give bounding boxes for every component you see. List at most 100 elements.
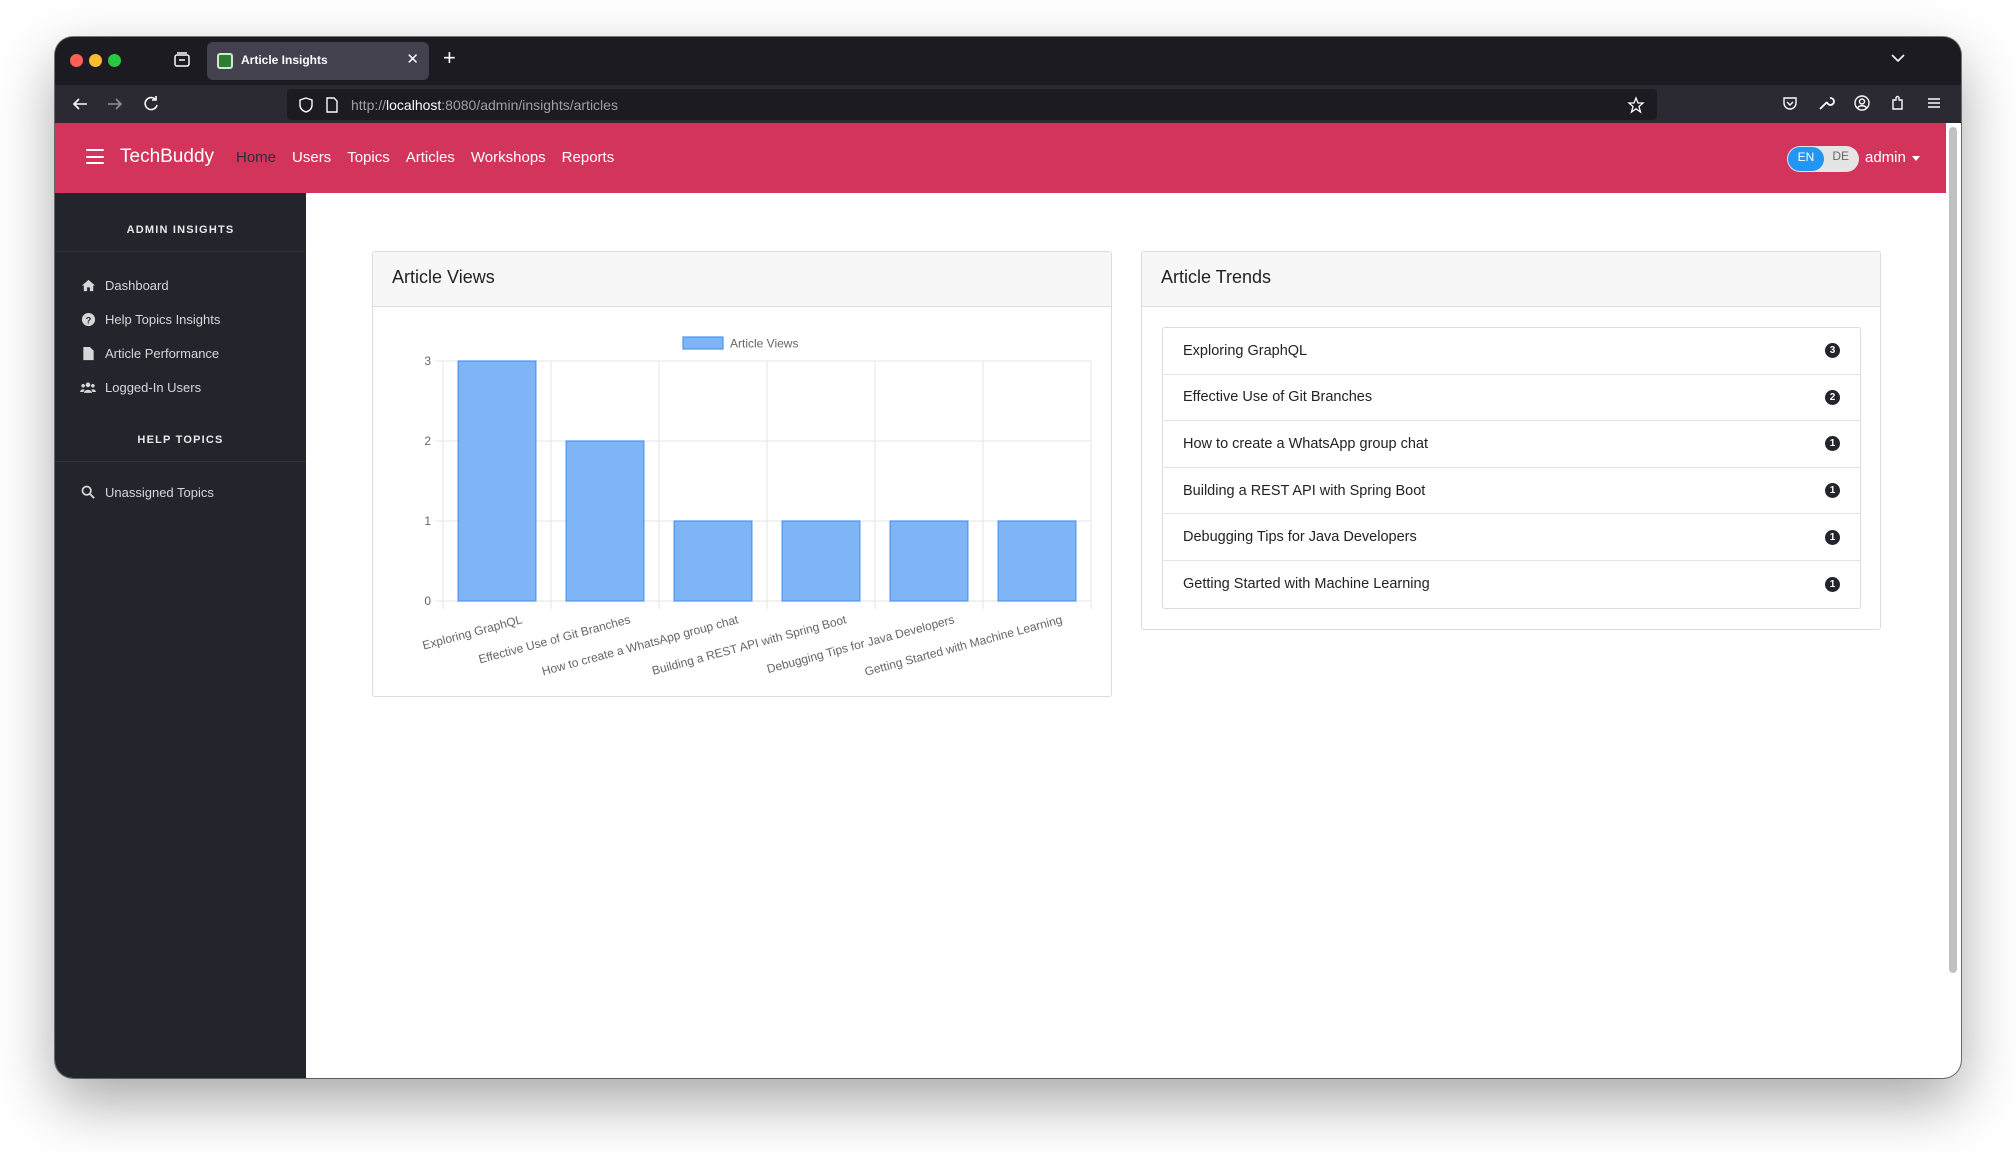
sidebar-section-help-topics: HELP TOPICS — [137, 434, 224, 446]
sidebar: ADMIN INSIGHTS Dashboard ? Help Topics I… — [55, 193, 306, 1078]
page-icon[interactable] — [323, 96, 341, 114]
count-badge: 1 — [1825, 576, 1840, 592]
browser-toolbar: http://localhost:8080/admin/insights/art… — [55, 85, 1961, 123]
nav-home[interactable]: Home — [236, 149, 277, 166]
lang-en-option[interactable]: EN — [1788, 147, 1824, 171]
user-menu[interactable]: admin — [1865, 149, 1920, 166]
trend-title: Exploring GraphQL — [1183, 342, 1308, 359]
tab-close-icon[interactable]: ✕ — [406, 51, 419, 68]
sidebar-item-label: Article Performance — [105, 345, 220, 361]
favicon-icon — [217, 53, 233, 69]
x-tick-label: Building a REST API with Spring Boot — [650, 612, 848, 678]
forward-arrow-icon[interactable] — [104, 93, 126, 115]
nav-reports[interactable]: Reports — [561, 149, 615, 166]
home-icon — [80, 277, 96, 293]
y-tick-label: 3 — [424, 354, 431, 368]
article-views-card: Article Views 0 1 2 3 Exploring GraphQL Effec… — [372, 251, 1112, 697]
bar — [889, 520, 969, 602]
sidebar-item-help-topics-insights[interactable]: ? Help Topics Insights — [80, 309, 220, 329]
trend-title: How to create a WhatsApp group chat — [1183, 435, 1429, 452]
y-tick-label: 1 — [424, 514, 431, 528]
bar — [673, 520, 753, 602]
nav-articles[interactable]: Articles — [405, 149, 455, 166]
bookmark-star-icon[interactable] — [1627, 96, 1645, 114]
list-item[interactable]: How to create a WhatsApp group chat 1 — [1163, 421, 1860, 468]
user-name: admin — [1865, 149, 1906, 166]
maximize-window-button[interactable] — [108, 54, 121, 67]
nav-users[interactable]: Users — [292, 149, 332, 166]
sidebar-item-logged-in-users[interactable]: Logged-In Users — [80, 377, 201, 397]
y-tick-label: 2 — [424, 434, 431, 448]
sidebar-divider — [55, 251, 306, 252]
sidebar-item-label: Unassigned Topics — [105, 484, 214, 500]
list-item[interactable]: Debugging Tips for Java Developers 1 — [1163, 514, 1860, 561]
extensions-icon[interactable] — [1889, 94, 1907, 112]
new-tab-icon[interactable]: + — [443, 45, 456, 70]
users-icon — [80, 379, 96, 395]
tab-strip: Article Insights ✕ + — [55, 37, 1961, 85]
trend-title: Debugging Tips for Java Developers — [1183, 529, 1417, 546]
card-title: Article Trends — [1142, 252, 1880, 307]
question-circle-icon: ? — [80, 311, 96, 327]
list-item[interactable]: Effective Use of Git Branches 2 — [1163, 375, 1860, 422]
sidebar-item-article-performance[interactable]: Article Performance — [80, 343, 219, 363]
nav-workshops[interactable]: Workshops — [470, 149, 546, 166]
x-tick-label: How to create a WhatsApp group chat — [540, 612, 740, 678]
back-arrow-icon[interactable] — [69, 93, 91, 115]
wrench-icon[interactable] — [1817, 94, 1835, 112]
search-icon — [80, 484, 96, 500]
url-bar[interactable]: http://localhost:8080/admin/insights/art… — [287, 89, 1657, 120]
count-badge: 2 — [1825, 389, 1840, 405]
list-item[interactable]: Getting Started with Machine Learning 1 — [1163, 561, 1860, 608]
svg-text:?: ? — [85, 315, 91, 325]
card-title: Article Views — [373, 252, 1111, 307]
article-trends-card: Article Trends Exploring GraphQL 3 Effec… — [1141, 251, 1881, 630]
tab-overview-icon[interactable] — [173, 51, 191, 69]
main-nav: Home Users Topics Articles Workshops Rep… — [236, 149, 614, 166]
account-icon[interactable] — [1853, 94, 1871, 112]
sidebar-item-dashboard[interactable]: Dashboard — [80, 275, 169, 295]
sidebar-item-label: Logged-In Users — [105, 379, 202, 395]
sidebar-item-label: Dashboard — [105, 277, 169, 293]
trend-title: Getting Started with Machine Learning — [1183, 576, 1430, 593]
shield-icon[interactable] — [297, 96, 315, 114]
x-tick-label: Getting Started with Machine Learning — [863, 612, 1064, 678]
x-tick-label: Debugging Tips for Java Developers — [765, 612, 955, 676]
count-badge: 1 — [1825, 436, 1840, 452]
sidebar-section-admin-insights: ADMIN INSIGHTS — [126, 224, 235, 236]
pocket-icon[interactable] — [1781, 94, 1799, 112]
app-header: TechBuddy Home Users Topics Articles Wor… — [55, 123, 1946, 193]
trend-title: Effective Use of Git Branches — [1183, 389, 1373, 406]
list-item[interactable]: Exploring GraphQL 3 — [1163, 328, 1860, 375]
brand-logo[interactable]: TechBuddy — [120, 146, 215, 167]
chevron-down-icon[interactable] — [1889, 49, 1907, 67]
reload-icon[interactable] — [140, 93, 162, 115]
bar — [457, 360, 537, 602]
page-scrollbar-thumb[interactable] — [1949, 127, 1957, 973]
list-item[interactable]: Building a REST API with Spring Boot 1 — [1163, 468, 1860, 515]
count-badge: 3 — [1825, 343, 1840, 359]
bar — [565, 440, 645, 602]
sidebar-item-unassigned-topics[interactable]: Unassigned Topics — [80, 482, 214, 502]
count-badge: 1 — [1825, 529, 1840, 545]
menu-icon[interactable] — [1925, 94, 1943, 112]
legend-swatch — [682, 336, 724, 350]
hamburger-menu-icon[interactable] — [86, 149, 104, 164]
tab-article-insights[interactable]: Article Insights ✕ — [207, 42, 429, 80]
legend-label: Article Views — [730, 337, 798, 351]
nav-topics[interactable]: Topics — [347, 149, 390, 166]
sidebar-item-label: Help Topics Insights — [105, 311, 221, 327]
tab-title: Article Insights — [241, 53, 328, 67]
count-badge: 1 — [1825, 483, 1840, 499]
lang-de-option[interactable]: DE — [1832, 149, 1849, 163]
caret-down-icon — [1911, 155, 1920, 161]
url-text[interactable]: http://localhost:8080/admin/insights/art… — [351, 97, 618, 113]
close-window-button[interactable] — [70, 54, 83, 67]
minimize-window-button[interactable] — [89, 54, 102, 67]
trends-list: Exploring GraphQL 3 Effective Use of Git… — [1162, 327, 1861, 609]
language-toggle[interactable]: EN DE — [1787, 146, 1859, 172]
bar — [781, 520, 861, 602]
sidebar-divider — [55, 461, 306, 462]
file-icon — [80, 345, 96, 361]
